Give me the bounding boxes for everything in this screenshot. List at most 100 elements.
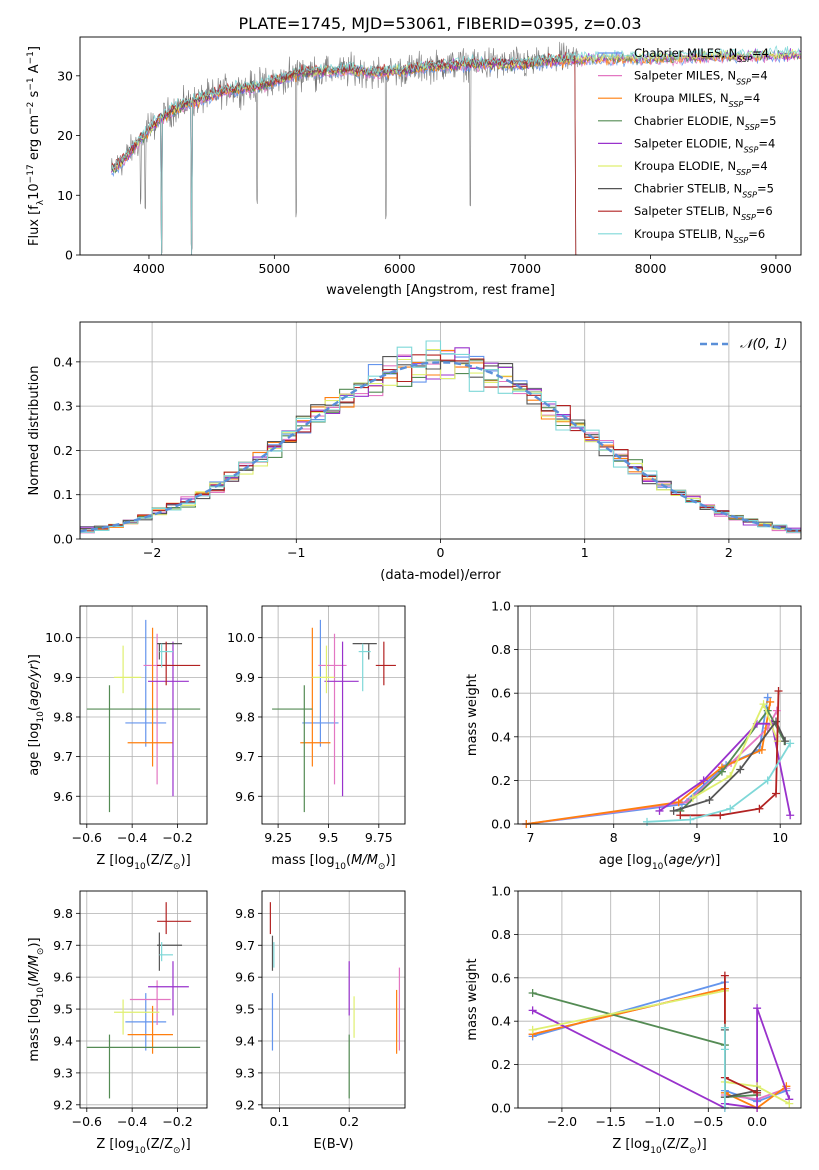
- legend-text: Kroupa MILES, N: [634, 91, 729, 105]
- y-tick-label: 9.6: [235, 970, 255, 985]
- x-tick-label: 9.5: [319, 830, 339, 845]
- legend-suffix: =5: [757, 182, 774, 196]
- label-part: A: [27, 64, 42, 77]
- errorbar-kroupa-miles: [127, 627, 173, 767]
- x-tick-label: 7: [527, 830, 535, 845]
- legend-suffix: =4: [752, 46, 769, 60]
- x-tick-label: 9.75: [365, 830, 393, 845]
- x-tick-label: 0: [437, 545, 445, 560]
- spectrum-lines: [110, 41, 801, 255]
- label-part: (: [27, 706, 42, 711]
- y-tick-label: 0.4: [53, 354, 73, 369]
- label-part: mass weight: [465, 674, 480, 756]
- axis-ticks: −2.0 −1.5 −1.0 −0.5 0.0 0.0 0.2 0.4 0.6 0.8 1.0: [491, 884, 767, 1130]
- y-tick-label: 0.8: [491, 927, 511, 942]
- series-line: [692, 701, 779, 799]
- data-point-marker: [720, 1045, 729, 1054]
- y-tick-label: 9.5: [53, 1002, 73, 1017]
- errorbar-salpeter-elodie: [324, 641, 359, 797]
- label-part: )]: [27, 654, 42, 664]
- y-tick-label: 9.9: [235, 670, 255, 685]
- y-tick-label: 9.2: [53, 1097, 73, 1112]
- label-part: f: [27, 205, 42, 210]
- errorbar-salpeter-stelib: [157, 902, 192, 935]
- label-part: λ: [36, 199, 46, 205]
- y-tick-label: 9.6: [235, 789, 255, 804]
- errorbar-chabrier-miles: [125, 619, 167, 747]
- y-tick-label: 10: [57, 188, 73, 203]
- plot-frame: [517, 890, 802, 1109]
- series-kroupa-stelib: [643, 739, 795, 826]
- data-point-marker: [674, 798, 683, 807]
- mass-vs-ebv-panel: 0.1 0.2 9.2 9.3 9.4 9.5 9.6 9.7 9.8 E(B-V): [235, 890, 406, 1152]
- y-tick-label: 9.8: [53, 709, 73, 724]
- label-part: M/M: [27, 955, 42, 982]
- label-part: 10: [27, 183, 42, 200]
- x-tick-label: −2: [143, 545, 161, 560]
- data-point-marker: [763, 776, 772, 785]
- legend-label: Kroupa STELIB, NSSP=6: [634, 227, 765, 245]
- model-spectrum-line-salpeter-elodie: [111, 47, 801, 173]
- label-part: (: [146, 853, 151, 868]
- label-part: 10: [134, 1146, 146, 1156]
- x-tick-label: 0.1: [269, 1114, 289, 1129]
- x-tick-label: −0.6: [72, 1114, 102, 1129]
- label-part: −1: [26, 51, 36, 64]
- errorbar-points: [272, 619, 396, 813]
- x-tick-label: 9: [693, 830, 701, 845]
- x-tick-label: −1.5: [596, 1114, 626, 1129]
- legend-subscript: SSP: [737, 55, 752, 64]
- label-part: s: [27, 90, 42, 101]
- x-tick-label: 7000: [509, 261, 541, 276]
- data-point-marker: [757, 745, 766, 754]
- series-chabrier-stelib: [669, 717, 790, 815]
- label-part: Z [log: [96, 853, 134, 868]
- x-axis-label: mass [log10(M/M⊙)]: [271, 853, 395, 872]
- data-point-marker: [755, 804, 764, 813]
- legend-suffix: =6: [756, 204, 773, 218]
- x-tick-label: −1.0: [644, 1114, 674, 1129]
- plot-frame: [79, 36, 802, 256]
- errorbar-salpeter-miles: [318, 633, 347, 785]
- legend-subscript: SSP: [744, 145, 759, 154]
- massweight-vs-metallicity-panel: −2.0 −1.5 −1.0 −0.5 0.0 0.0 0.2 0.4 0.6 0.8 1.0 Z […: [465, 884, 802, 1156]
- y-tick-label: 0.6: [491, 970, 511, 985]
- data-point-marker: [699, 776, 708, 785]
- x-tick-label: 9000: [760, 261, 792, 276]
- series-kroupa-stelib: [720, 1023, 729, 1112]
- x-tick-label: −0.2: [162, 830, 192, 845]
- label-part: −2: [26, 102, 36, 115]
- x-tick-label: 8000: [635, 261, 667, 276]
- data-point-marker: [786, 739, 795, 748]
- x-tick-label: 4000: [133, 261, 165, 276]
- y-tick-label: 0.2: [53, 443, 73, 458]
- errorbar-kroupa-elodie: [312, 645, 335, 694]
- x-tick-label: 1: [581, 545, 589, 560]
- y-tick-label: 9.6: [53, 970, 73, 985]
- label-part: )]: [385, 853, 395, 868]
- label-part: age/yr: [668, 853, 711, 868]
- errorbar-points: [86, 902, 201, 1099]
- errorbar-chabrier-miles: [125, 993, 167, 1051]
- x-tick-label: 2: [725, 545, 733, 560]
- legend-text: Chabrier STELIB, N: [634, 182, 742, 196]
- y-tick-label: 0.0: [53, 532, 73, 547]
- y-tick-label: 9.8: [235, 906, 255, 921]
- series-line: [526, 710, 778, 825]
- legend-label: Salpeter ELODIE, NSSP=4: [634, 136, 775, 154]
- data-point-marker: [705, 796, 714, 805]
- y-tick-label: 0.0: [491, 817, 511, 832]
- age-vs-mass-panel: 9.25 9.5 9.75 9.6 9.7 9.8 9.9 10.0 mass [log10(M…: [227, 605, 406, 872]
- legend-subscript: SSP: [729, 100, 744, 109]
- y-tick-label: 9.5: [235, 1002, 255, 1017]
- y-axis-label: Normed distribution: [27, 366, 42, 496]
- label-part: 10: [335, 862, 347, 872]
- data-point-marker: [759, 700, 768, 709]
- errorbar-kroupa-elodie: [114, 645, 142, 694]
- data-point-marker: [528, 988, 537, 997]
- y-tick-label: 9.2: [235, 1097, 255, 1112]
- residuals-panel: −2 −1 0 1 2 0.0 0.1 0.2 0.3 0.4 𝒩(0, 1) (data-model…: [27, 321, 802, 583]
- data-point-marker: [763, 693, 772, 702]
- data-point-marker: [766, 697, 775, 706]
